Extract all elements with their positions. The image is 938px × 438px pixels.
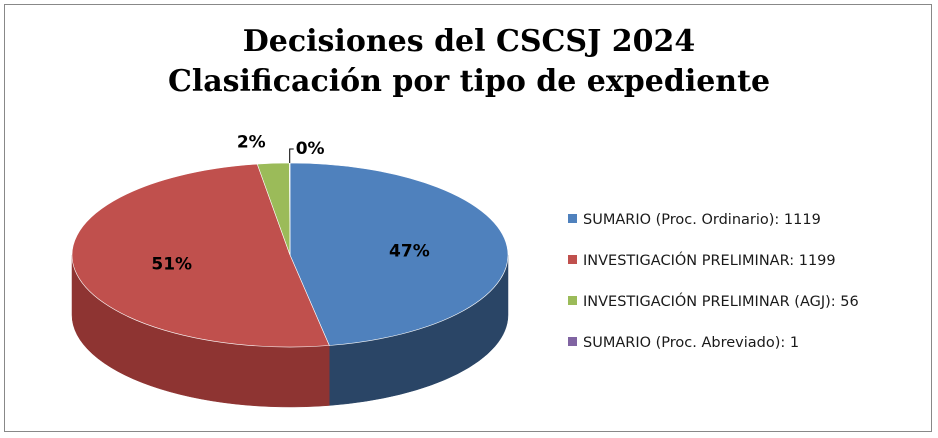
legend-item-4: SUMARIO (Proc. Abreviado): 1 <box>568 335 928 376</box>
legend-item-2: INVESTIGACIÓN PRELIMINAR: 1199 <box>568 253 928 294</box>
legend-swatch <box>568 337 577 346</box>
pie-labels: 47% 51% 2% 0% <box>151 132 429 274</box>
percent-label-1: 47% <box>389 241 430 261</box>
chart-title: Decisiones del CSCSJ 2024 Clasificación … <box>0 22 938 102</box>
legend-item-1: SUMARIO (Proc. Ordinario): 1119 <box>568 212 928 253</box>
leader-line-4 <box>289 148 294 164</box>
chart-title-line-2: Clasificación por tipo de expediente <box>167 64 771 99</box>
legend-label: SUMARIO (Proc. Abreviado): 1 <box>583 335 800 351</box>
legend-swatch <box>568 214 577 223</box>
pie-slice-1 <box>289 162 509 346</box>
legend-label: SUMARIO (Proc. Ordinario): 1119 <box>583 212 821 228</box>
chart-title-line-1: Decisiones del CSCSJ 2024 <box>242 24 696 59</box>
percent-label-4: 0% <box>296 139 325 159</box>
legend-label: INVESTIGACIÓN PRELIMINAR: 1199 <box>583 253 836 269</box>
percent-label-2: 51% <box>151 254 192 274</box>
percent-label-3: 2% <box>237 132 266 152</box>
pie-slice-2 <box>71 163 330 348</box>
pie-top <box>71 162 509 348</box>
legend: SUMARIO (Proc. Ordinario): 1119 INVESTIGA… <box>568 212 928 376</box>
legend-label: INVESTIGACIÓN PRELIMINAR (AGJ): 56 <box>583 294 859 310</box>
legend-swatch <box>568 255 577 264</box>
legend-item-3: INVESTIGACIÓN PRELIMINAR (AGJ): 56 <box>568 294 928 335</box>
legend-swatch <box>568 296 577 305</box>
